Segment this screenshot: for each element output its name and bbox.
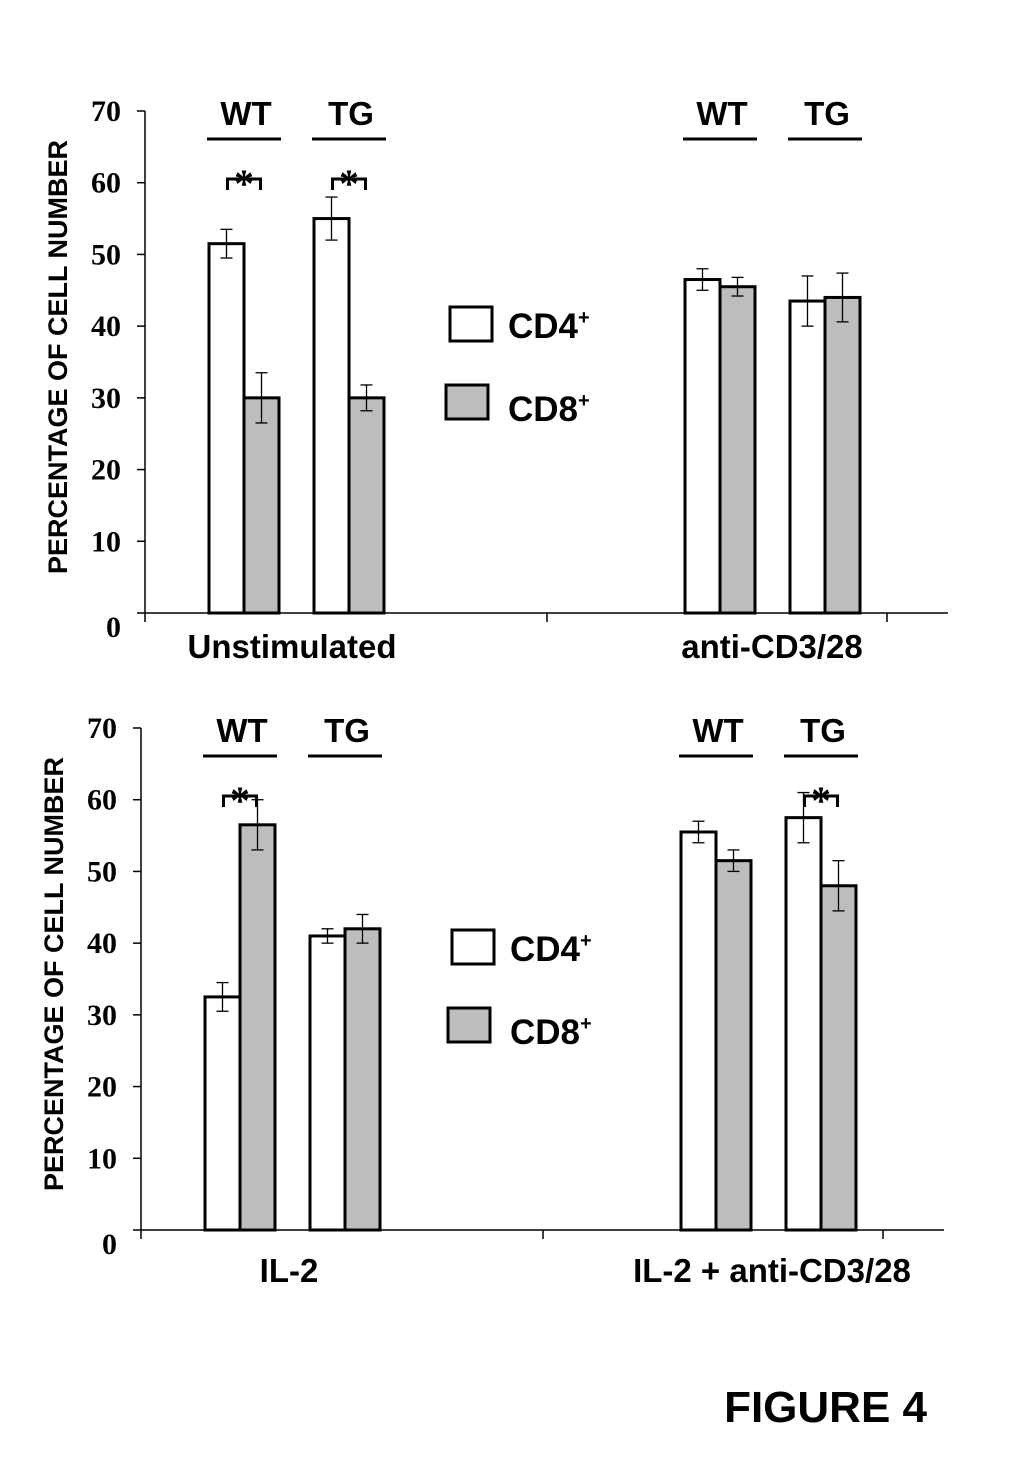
significance-bracket bbox=[803, 794, 839, 807]
legend-label-cd4: CD4+ bbox=[510, 930, 592, 969]
significance-bracket bbox=[222, 794, 258, 807]
y-tick-label: 60 bbox=[87, 784, 117, 817]
significance-bracket bbox=[331, 177, 367, 190]
y-tick-label: 10 bbox=[91, 525, 121, 558]
y-tick-label: 30 bbox=[87, 999, 117, 1032]
panel-bottom: 0 10 20 30 40 50 60 70 PERCENTAGE OF CELL NUMBER… bbox=[39, 712, 944, 1289]
significance-star: * bbox=[811, 778, 831, 823]
y-tick-label: 70 bbox=[91, 95, 121, 128]
group-label: TG bbox=[324, 712, 370, 749]
bar-cd4 bbox=[784, 816, 823, 1232]
condition-label: anti-CD3/28 bbox=[681, 628, 863, 665]
y-tick-label: 20 bbox=[91, 454, 121, 487]
legend-superscript: + bbox=[580, 930, 592, 952]
bar-cd4 bbox=[683, 278, 722, 615]
bar-cd4 bbox=[788, 299, 827, 615]
condition-label: IL-2 bbox=[260, 1252, 319, 1289]
bar-cd4 bbox=[308, 934, 347, 1232]
significance-bracket bbox=[226, 177, 262, 190]
y-tick-label: 0 bbox=[106, 611, 121, 644]
legend-swatch-cd8 bbox=[444, 383, 490, 421]
legend-superscript: + bbox=[580, 1013, 592, 1035]
y-tick-label: 40 bbox=[87, 927, 117, 960]
group-label: WT bbox=[220, 95, 271, 132]
panel-top: 0 10 20 30 40 50 60 70 PERCENTAGE OF CELL NUMBER… bbox=[43, 95, 948, 665]
legend-label-cd8: CD8+ bbox=[510, 1013, 592, 1052]
y-tick-label: 50 bbox=[87, 855, 117, 888]
group-label: TG bbox=[800, 712, 846, 749]
significance-star: * bbox=[230, 778, 250, 823]
y-tick-label: 60 bbox=[91, 167, 121, 200]
bar-cd4 bbox=[679, 830, 718, 1232]
group-label: WT bbox=[696, 95, 747, 132]
legend-label-cd4: CD4+ bbox=[508, 307, 590, 346]
y-axis-label: PERCENTAGE OF CELL NUMBER bbox=[43, 140, 73, 574]
legend-swatch-cd8 bbox=[446, 1006, 492, 1044]
legend-swatch-cd4 bbox=[450, 928, 496, 966]
bar-cd8 bbox=[718, 285, 757, 615]
bar-cd4 bbox=[312, 217, 351, 615]
group-label: TG bbox=[804, 95, 850, 132]
bar-cd4 bbox=[207, 242, 246, 615]
legend-superscript: + bbox=[578, 390, 590, 412]
y-tick-label: 10 bbox=[87, 1142, 117, 1175]
legend-swatch-cd4 bbox=[448, 305, 494, 343]
bar-cd8 bbox=[347, 396, 386, 615]
y-tick-label: 50 bbox=[91, 238, 121, 271]
figure-label: FIGURE 4 bbox=[724, 1383, 927, 1432]
bar-cd8 bbox=[238, 823, 277, 1232]
bar-cd4 bbox=[203, 995, 242, 1232]
bar-cd8 bbox=[819, 884, 858, 1232]
significance-star: * bbox=[339, 161, 359, 206]
y-axis-label: PERCENTAGE OF CELL NUMBER bbox=[39, 757, 69, 1191]
group-label: TG bbox=[328, 95, 374, 132]
y-tick-label: 70 bbox=[87, 712, 117, 745]
legend-superscript: + bbox=[578, 307, 590, 329]
bar-cd8 bbox=[823, 295, 862, 615]
y-tick-label: 40 bbox=[91, 310, 121, 343]
bar-cd8 bbox=[714, 859, 753, 1232]
bar-cd8 bbox=[343, 927, 382, 1232]
legend-label-cd8: CD8+ bbox=[508, 390, 590, 429]
y-tick-label: 30 bbox=[91, 382, 121, 415]
bar-cd8 bbox=[242, 396, 281, 615]
significance-star: * bbox=[234, 161, 254, 206]
group-label: WT bbox=[692, 712, 743, 749]
y-tick-label: 0 bbox=[102, 1228, 117, 1261]
condition-label: Unstimulated bbox=[187, 628, 396, 665]
group-label: WT bbox=[216, 712, 267, 749]
condition-label: IL-2 + anti-CD3/28 bbox=[633, 1252, 911, 1289]
y-tick-label: 20 bbox=[87, 1071, 117, 1104]
